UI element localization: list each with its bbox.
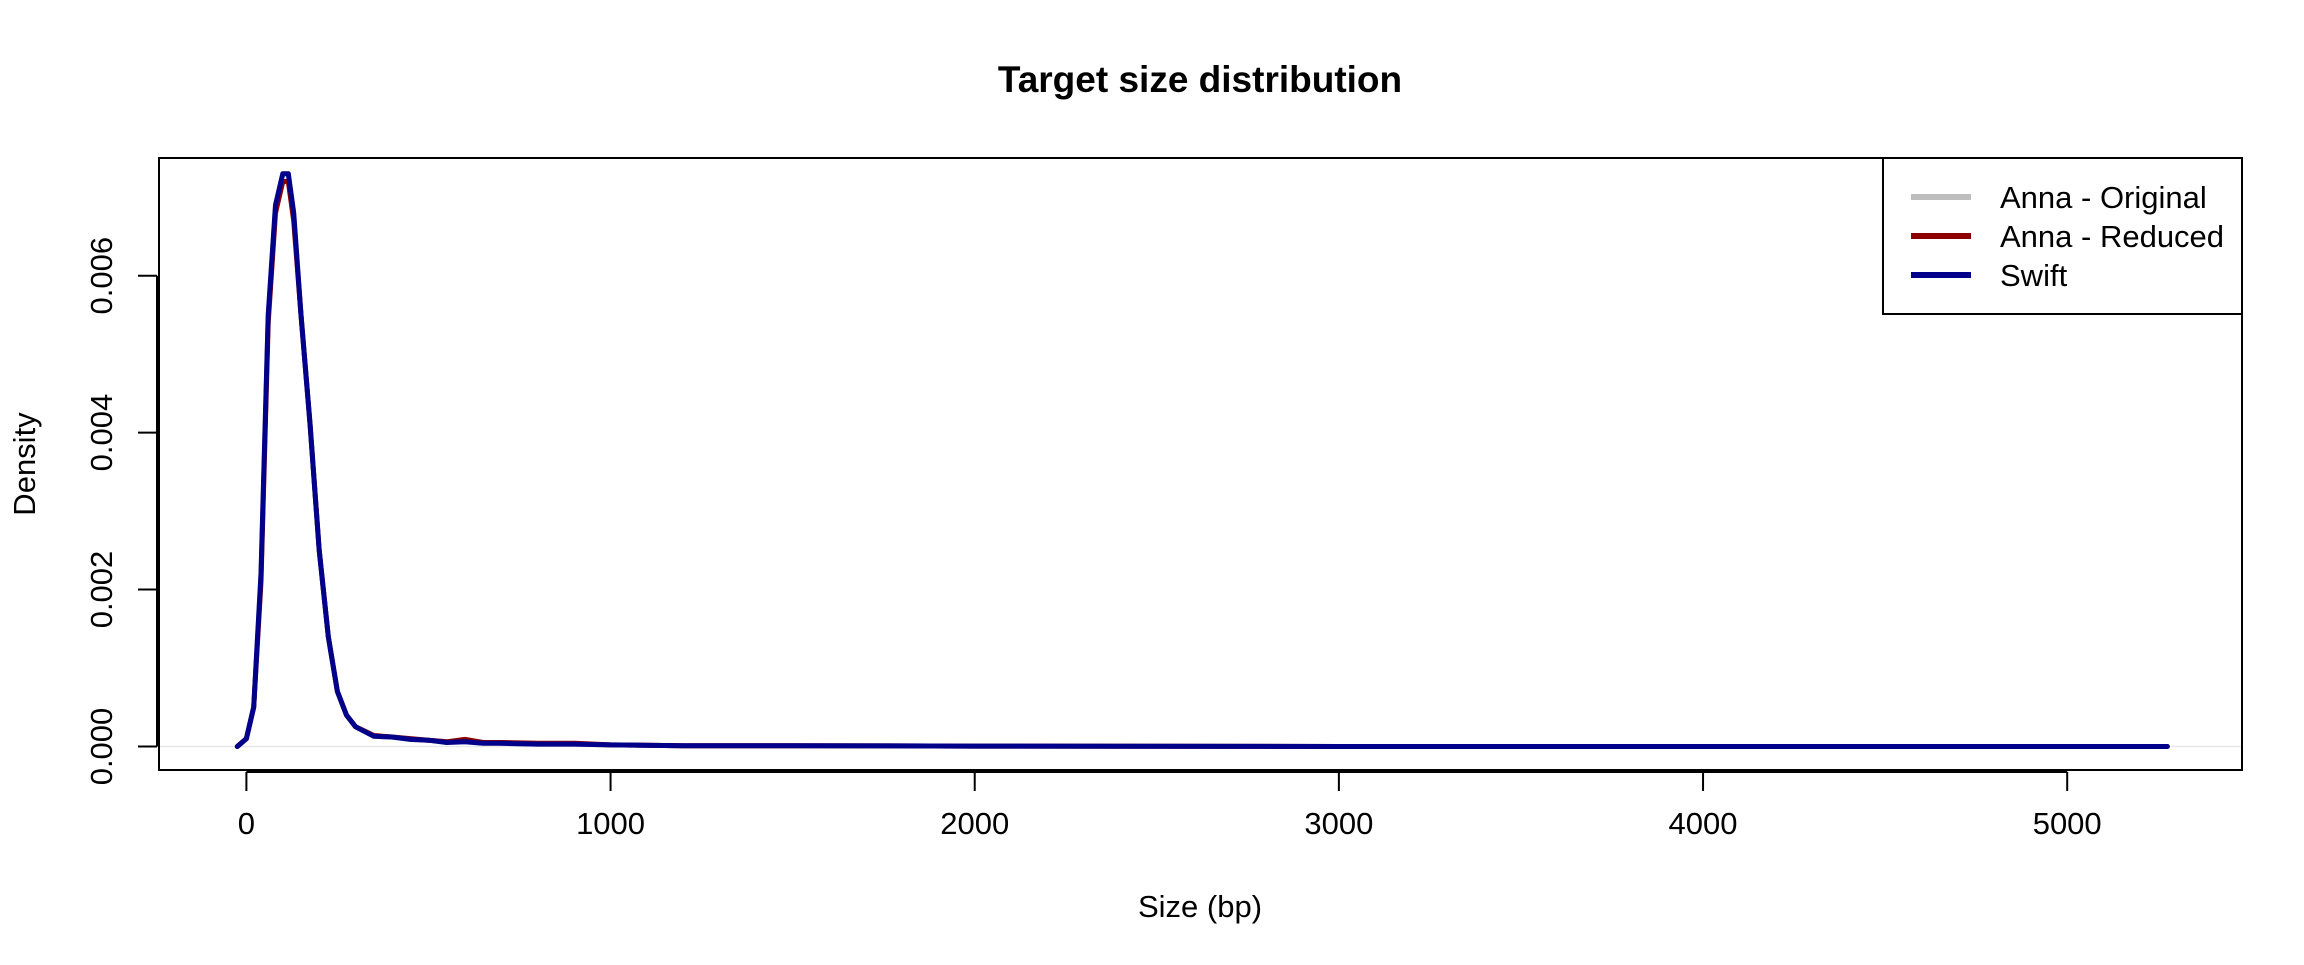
chart-title: Target size distribution	[998, 59, 1402, 100]
legend-label: Anna - Original	[2000, 180, 2207, 215]
series-line-2	[234, 179, 2170, 749]
legend: Anna - Original Anna - Reduced Swift	[1882, 157, 2243, 315]
y-tick-label: 0.000	[84, 708, 119, 786]
y-axis-label: Density	[7, 412, 42, 516]
y-tick-label: 0.006	[84, 237, 119, 315]
series-line-3	[234, 171, 2170, 749]
legend-label: Swift	[2000, 258, 2068, 293]
x-tick-label: 4000	[1669, 806, 1738, 841]
x-tick-label: 3000	[1304, 806, 1373, 841]
x-tick-label: 5000	[2033, 806, 2102, 841]
legend-label: Anna - Reduced	[2000, 219, 2224, 254]
x-tick-label: 0	[238, 806, 255, 841]
y-axis: 0.000 0.002 0.004 0.006	[84, 237, 158, 786]
x-tick-label: 2000	[940, 806, 1009, 841]
y-tick-label: 0.002	[84, 551, 119, 629]
x-axis-label: Size (bp)	[1138, 889, 1262, 924]
y-tick-label: 0.004	[84, 394, 119, 472]
x-axis: 0 1000 2000 3000 4000 5000	[238, 771, 2102, 841]
series-line-1	[234, 171, 2170, 749]
x-tick-label: 1000	[576, 806, 645, 841]
plot-frame	[158, 157, 2243, 771]
series-layer	[234, 171, 2170, 749]
